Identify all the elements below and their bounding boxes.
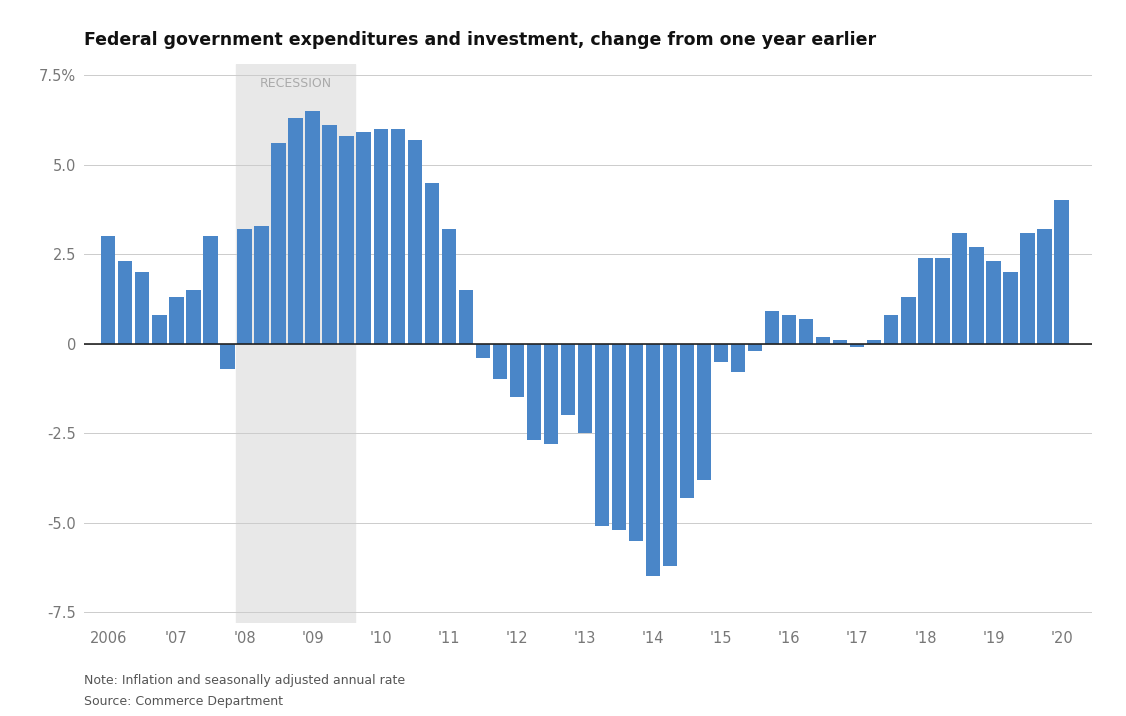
- Bar: [611, 344, 626, 530]
- Bar: [850, 344, 865, 347]
- Bar: [391, 129, 405, 344]
- Bar: [628, 344, 643, 541]
- Text: Note: Inflation and seasonally adjusted annual rate: Note: Inflation and seasonally adjusted …: [84, 674, 405, 687]
- Bar: [238, 229, 251, 344]
- Bar: [475, 344, 490, 358]
- Bar: [680, 344, 695, 498]
- Bar: [936, 258, 949, 344]
- Bar: [867, 340, 882, 344]
- Bar: [425, 183, 439, 344]
- Bar: [441, 229, 456, 344]
- Bar: [236, 64, 355, 623]
- Bar: [578, 344, 592, 433]
- Bar: [186, 290, 200, 344]
- Bar: [339, 136, 354, 344]
- Bar: [646, 344, 660, 576]
- Bar: [799, 319, 813, 344]
- Bar: [714, 344, 729, 362]
- Bar: [271, 143, 286, 344]
- Bar: [765, 311, 779, 344]
- Bar: [288, 118, 303, 344]
- Bar: [374, 129, 387, 344]
- Bar: [969, 247, 984, 344]
- Bar: [169, 297, 184, 344]
- Bar: [595, 344, 609, 526]
- Bar: [986, 261, 1001, 344]
- Text: Federal government expenditures and investment, change from one year earlier: Federal government expenditures and inve…: [84, 31, 876, 49]
- Bar: [322, 125, 337, 344]
- Text: Source: Commerce Department: Source: Commerce Department: [84, 695, 284, 707]
- Bar: [118, 261, 133, 344]
- Bar: [663, 344, 677, 566]
- Bar: [408, 140, 422, 344]
- Bar: [816, 337, 830, 344]
- Bar: [493, 344, 507, 379]
- Bar: [884, 315, 899, 344]
- Bar: [305, 111, 320, 344]
- Bar: [221, 344, 234, 369]
- Bar: [901, 297, 915, 344]
- Bar: [783, 315, 796, 344]
- Bar: [101, 236, 116, 344]
- Bar: [458, 290, 473, 344]
- Bar: [833, 340, 848, 344]
- Text: RECESSION: RECESSION: [259, 77, 331, 90]
- Bar: [254, 226, 269, 344]
- Bar: [1054, 200, 1069, 344]
- Bar: [135, 272, 150, 344]
- Bar: [1037, 229, 1052, 344]
- Bar: [204, 236, 217, 344]
- Bar: [527, 344, 540, 440]
- Bar: [918, 258, 932, 344]
- Bar: [731, 344, 745, 372]
- Bar: [1003, 272, 1018, 344]
- Bar: [544, 344, 558, 444]
- Bar: [357, 132, 370, 344]
- Bar: [152, 315, 167, 344]
- Bar: [748, 344, 762, 351]
- Bar: [953, 233, 966, 344]
- Bar: [510, 344, 524, 397]
- Bar: [697, 344, 712, 480]
- Bar: [561, 344, 575, 415]
- Bar: [1020, 233, 1035, 344]
